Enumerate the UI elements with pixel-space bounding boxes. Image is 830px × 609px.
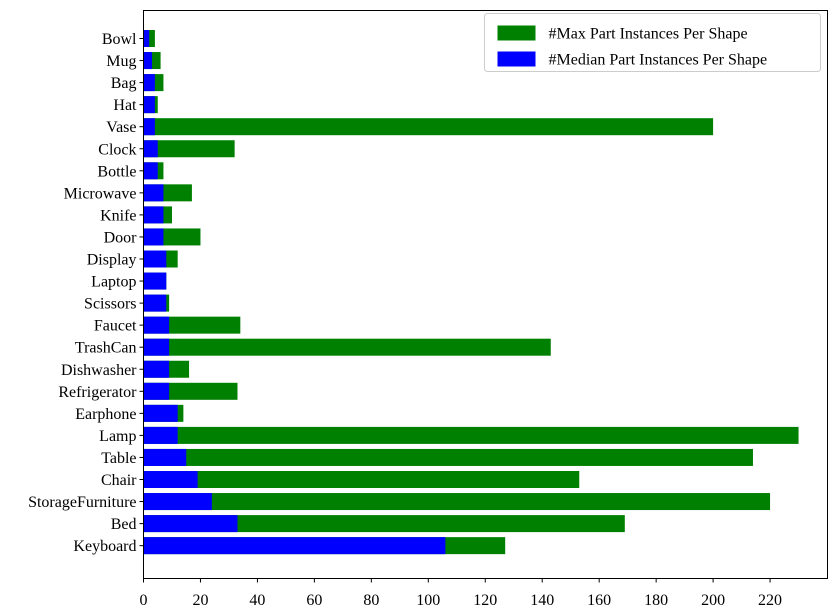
y-tick-label: Laptop — [91, 274, 136, 291]
bar-median-clock — [143, 140, 158, 158]
y-tick-label: Keyboard — [73, 538, 136, 555]
legend-label: #Median Part Instances Per Shape — [549, 52, 768, 69]
y-tick-label: Bowl — [102, 31, 137, 48]
y-tick-label: Earphone — [75, 406, 136, 423]
y-tick-label: Bag — [111, 75, 137, 92]
bar-median-trashcan — [143, 338, 170, 356]
y-tick-label: Door — [104, 229, 138, 246]
x-tick-label: 0 — [140, 592, 148, 609]
plot-frame — [143, 10, 828, 579]
bar-median-refrigerator — [143, 382, 170, 400]
y-axis-ticks: Bowl Mug Bag Hat Vase Clock Bottle Microwave Kni… — [28, 31, 144, 555]
y-tick-label: Refrigerator — [58, 384, 137, 401]
x-tick-label: 40 — [249, 592, 265, 609]
legend: #Max Part Instances Per Shape #Median Par… — [484, 13, 821, 72]
bar-max-vase — [143, 118, 714, 136]
y-tick-label: Clock — [98, 141, 136, 158]
bar-median-keyboard — [143, 537, 446, 555]
bar-max-chair — [143, 471, 580, 488]
x-tick-label: 80 — [363, 592, 379, 609]
y-tick-label: Lamp — [99, 428, 136, 445]
y-tick-label: Bed — [111, 516, 137, 533]
x-tick-label: 100 — [416, 592, 440, 609]
legend-swatch — [497, 51, 536, 67]
legend-label: #Max Part Instances Per Shape — [549, 26, 748, 43]
y-tick-label: Chair — [101, 472, 137, 489]
bars-layer — [143, 30, 799, 555]
bar-median-bowl — [143, 30, 150, 47]
bar-median-knife — [143, 206, 164, 224]
bar-median-laptop — [143, 272, 167, 290]
x-tick-label: 220 — [758, 592, 782, 609]
x-tick-label: 140 — [530, 592, 554, 609]
y-tick-label: Table — [101, 450, 136, 467]
y-tick-label: StorageFurniture — [28, 494, 136, 511]
x-tick-label: 160 — [587, 592, 611, 609]
bar-median-scissors — [143, 294, 167, 312]
bar-max-bed — [143, 515, 625, 533]
bar-median-faucet — [143, 316, 170, 334]
bar-median-bag — [143, 74, 155, 92]
x-tick-label: 20 — [192, 592, 208, 609]
bar-median-vase — [143, 118, 155, 136]
x-tick-label: 60 — [306, 592, 322, 609]
bar-max-storagefurniture — [143, 493, 771, 511]
bar-max-clock — [143, 140, 235, 158]
bar-median-bed — [143, 515, 238, 533]
bar-max-trashcan — [143, 338, 551, 356]
bar-median-earphone — [143, 404, 178, 422]
bar-median-microwave — [143, 184, 164, 202]
x-axis-ticks: 0 20 40 60 80 100 120 140 160 180 200 220 — [140, 578, 782, 609]
y-tick-label: Dishwasher — [61, 362, 137, 379]
bar-median-storagefurniture — [143, 493, 212, 511]
y-tick-label: TrashCan — [75, 340, 137, 357]
y-tick-label: Display — [87, 252, 137, 269]
x-tick-label: 180 — [644, 592, 668, 609]
bar-median-door — [143, 228, 164, 246]
x-tick-label: 200 — [701, 592, 725, 609]
y-tick-label: Mug — [106, 53, 136, 70]
bar-median-bottle — [143, 162, 158, 180]
y-tick-label: Vase — [106, 119, 136, 136]
bar-median-dishwasher — [143, 360, 170, 378]
y-tick-label: Bottle — [97, 163, 136, 180]
legend-frame — [484, 13, 821, 72]
y-tick-label: Scissors — [84, 296, 136, 313]
bar-median-lamp — [143, 426, 178, 444]
legend-swatch — [497, 25, 536, 41]
bar-median-table — [143, 448, 187, 466]
x-tick-label: 120 — [473, 592, 497, 609]
y-tick-label: Knife — [100, 207, 136, 224]
bar-max-table — [143, 448, 753, 466]
bar-max-lamp — [143, 426, 799, 444]
bar-median-display — [143, 250, 167, 268]
bar-median-mug — [143, 52, 153, 70]
bar-median-hat — [143, 96, 155, 114]
y-tick-label: Faucet — [94, 318, 137, 335]
y-tick-label: Hat — [113, 97, 137, 114]
bar-median-chair — [143, 471, 198, 488]
y-tick-label: Microwave — [64, 185, 137, 202]
